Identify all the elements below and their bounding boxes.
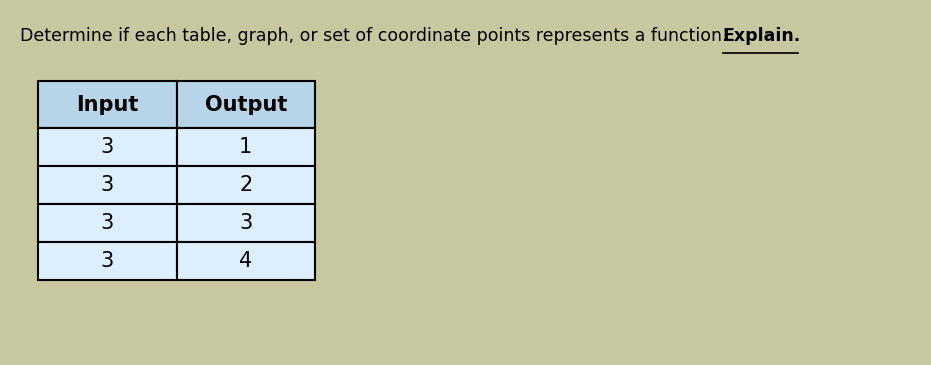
Text: Explain.: Explain.: [722, 27, 801, 45]
Bar: [177, 204, 315, 242]
Text: 3: 3: [101, 251, 115, 271]
Text: 3: 3: [101, 137, 115, 157]
Bar: [38, 166, 177, 204]
Text: 1: 1: [239, 137, 252, 157]
Text: Input: Input: [76, 95, 139, 115]
Text: 3: 3: [239, 213, 252, 233]
Bar: [38, 81, 177, 128]
Text: 3: 3: [101, 175, 115, 195]
Bar: [38, 128, 177, 166]
Text: 2: 2: [239, 175, 252, 195]
Text: 3: 3: [101, 213, 115, 233]
Text: Output: Output: [205, 95, 287, 115]
Bar: [177, 128, 315, 166]
Bar: [177, 166, 315, 204]
Bar: [177, 242, 315, 280]
Bar: [177, 81, 315, 128]
Bar: [38, 204, 177, 242]
Text: 4: 4: [239, 251, 252, 271]
Bar: [38, 242, 177, 280]
Text: Determine if each table, graph, or set of coordinate points represents a functio: Determine if each table, graph, or set o…: [20, 27, 733, 45]
